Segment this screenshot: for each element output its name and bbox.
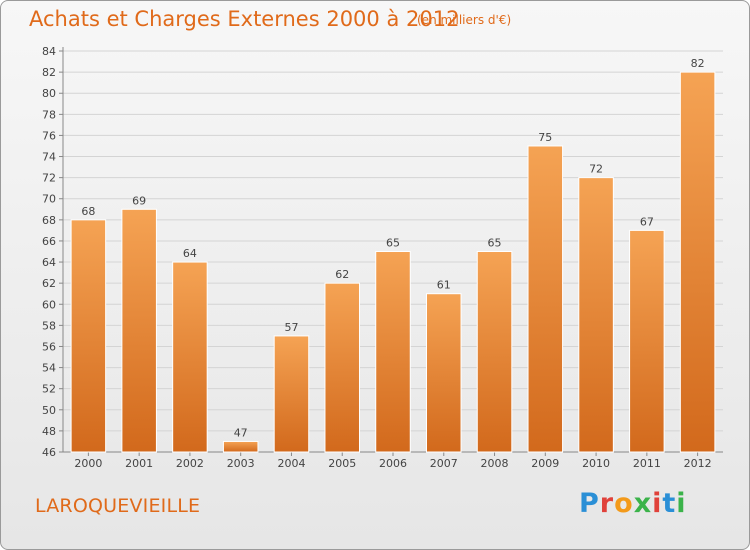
bar-2012 <box>679 71 716 453</box>
data-label: 72 <box>589 163 603 176</box>
y-tick-label: 54 <box>42 362 56 375</box>
commune-name: LAROQUEVIEILLE <box>35 495 201 517</box>
y-tick-label: 68 <box>42 214 56 227</box>
logo-letter: P <box>579 488 600 519</box>
y-tick-label: 76 <box>42 129 56 142</box>
bars <box>70 71 716 453</box>
logo-letter: x <box>633 488 653 519</box>
y-tick-label: 80 <box>42 87 56 100</box>
y-tick-label: 60 <box>42 298 56 311</box>
data-label: 65 <box>488 237 502 250</box>
bar-2009 <box>527 145 564 453</box>
y-tick-label: 50 <box>42 404 56 417</box>
y-tick-label: 48 <box>42 425 56 438</box>
x-tick-label: 2003 <box>227 457 255 470</box>
x-tick-label: 2007 <box>430 457 458 470</box>
y-tick-label: 62 <box>42 277 56 290</box>
x-tick-label: 2005 <box>328 457 356 470</box>
bar-2002 <box>172 261 208 453</box>
logo-letter: r <box>599 488 615 519</box>
y-tick-label: 52 <box>42 383 56 396</box>
bar-2000 <box>70 219 107 453</box>
data-label: 82 <box>691 57 705 70</box>
data-label: 65 <box>386 237 400 250</box>
y-tick-label: 84 <box>42 45 56 58</box>
y-tick-label: 46 <box>42 446 56 459</box>
bar-2008 <box>476 251 513 453</box>
y-tick-label: 72 <box>42 172 56 185</box>
data-label: 69 <box>132 194 146 207</box>
data-label: 64 <box>183 247 197 260</box>
x-tick-label: 2001 <box>125 457 153 470</box>
bar-2006 <box>375 251 411 453</box>
data-label: 62 <box>335 268 349 281</box>
x-tick-label: 2010 <box>582 457 610 470</box>
bar-2004 <box>273 335 310 453</box>
bar-2003 <box>222 440 259 453</box>
x-tick-label: 2009 <box>531 457 559 470</box>
y-tick-label: 58 <box>42 319 56 332</box>
x-tick-label: 2012 <box>684 457 712 470</box>
logo-letter: t <box>662 488 677 519</box>
data-label: 75 <box>538 131 552 144</box>
logo-letter: i <box>652 488 663 519</box>
x-tick-label: 2011 <box>633 457 661 470</box>
bar-2011 <box>629 229 665 453</box>
x-tick-label: 2008 <box>481 457 509 470</box>
x-tick-label: 2006 <box>379 457 407 470</box>
data-label: 67 <box>640 215 654 228</box>
data-label: 61 <box>437 279 451 292</box>
y-tick-label: 70 <box>42 193 56 206</box>
x-tick-label: 2002 <box>176 457 204 470</box>
y-tick-label: 64 <box>42 256 56 269</box>
y-tick-label: 66 <box>42 235 56 248</box>
data-label: 57 <box>284 321 298 334</box>
bar-2005 <box>324 282 360 453</box>
y-tick-label: 56 <box>42 340 56 353</box>
unit-note: (en milliers d'€) <box>417 13 512 27</box>
proxiti-logo[interactable]: Proxiti <box>579 488 687 519</box>
data-label: 47 <box>234 426 248 439</box>
chart-title: Achats et Charges Externes 2000 à 2012 <box>29 7 460 31</box>
y-tick-label: 78 <box>42 108 56 121</box>
y-tick-label: 74 <box>42 151 56 164</box>
y-tick-label: 82 <box>42 66 56 79</box>
data-labels: 68 69 64 47 57 62 65 61 65 75 72 67 82 <box>81 57 704 439</box>
bar-2010 <box>578 177 614 453</box>
logo-letter: i <box>676 488 687 519</box>
logo-letter: o <box>614 488 634 519</box>
x-tick-label: 2000 <box>74 457 102 470</box>
x-tick-label: 2004 <box>277 457 305 470</box>
bar-chart: 46 48 50 52 54 56 58 60 62 64 66 68 70 72 74 76 78 80 82 84… <box>42 45 723 470</box>
bar-2001 <box>121 208 157 453</box>
data-label: 68 <box>81 205 95 218</box>
bar-2007 <box>426 293 462 453</box>
